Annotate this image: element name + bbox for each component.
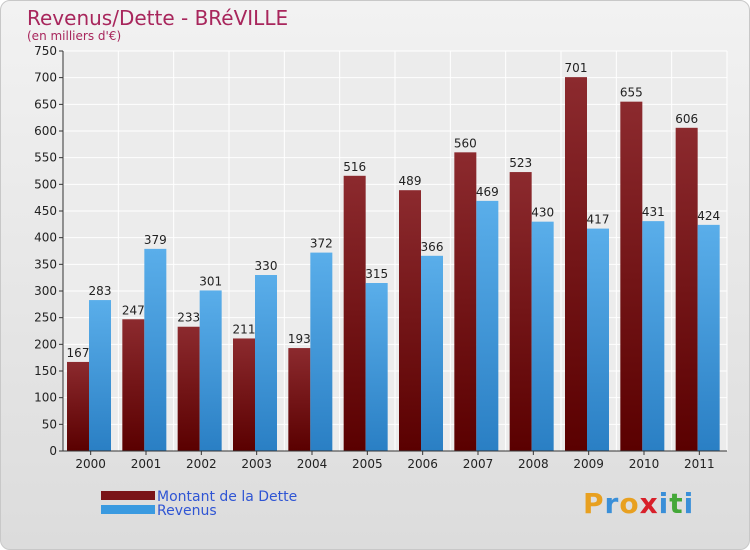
chart-subtitle: (en milliers d'€) — [27, 29, 122, 43]
revenus-bar — [144, 248, 167, 451]
revenus-bar — [421, 255, 443, 451]
revenus-bar — [587, 228, 609, 451]
revenus-bar-value-label: 330 — [255, 259, 278, 273]
x-tick-label: 2007 — [463, 457, 494, 471]
revenus-bar — [642, 221, 665, 451]
x-tick-label: 2003 — [241, 457, 272, 471]
x-tick-label: 2009 — [573, 457, 604, 471]
y-tick-label: 750 — [34, 44, 57, 58]
y-tick-label: 400 — [34, 231, 57, 245]
x-tick-label: 2002 — [186, 457, 217, 471]
revenus-bar-value-label: 301 — [199, 274, 222, 288]
legend-label-dette: Montant de la Dette — [157, 489, 297, 505]
dette-bar-value-label: 560 — [454, 136, 477, 150]
x-tick-label: 2005 — [352, 457, 383, 471]
y-tick-label: 450 — [34, 204, 57, 218]
revenus-bar — [255, 275, 277, 451]
logo-letter: P — [583, 487, 605, 520]
dette-bar-value-label: 701 — [565, 61, 588, 75]
dette-bar — [343, 175, 366, 452]
dette-bar-value-label: 489 — [399, 174, 422, 188]
y-tick-label: 150 — [34, 364, 57, 378]
dette-bar — [288, 348, 311, 451]
x-tick-label: 2008 — [518, 457, 549, 471]
logo-letter: i — [683, 487, 695, 520]
revenus-bar — [199, 290, 222, 451]
y-tick-label: 550 — [34, 151, 57, 165]
dette-bar-value-label: 167 — [67, 346, 90, 360]
x-tick-label: 2006 — [407, 457, 438, 471]
dette-bar-value-label: 193 — [288, 332, 311, 346]
y-tick-label: 50 — [42, 417, 57, 431]
dette-bar — [565, 77, 587, 451]
y-tick-label: 100 — [34, 391, 57, 405]
x-tick-label: 2011 — [684, 457, 715, 471]
y-tick-label: 600 — [34, 124, 57, 138]
dette-bar — [509, 172, 532, 452]
chart-title: Revenus/Dette - BRéVILLE — [27, 6, 289, 30]
x-tick-label: 2001 — [131, 457, 162, 471]
revenus-bar-value-label: 430 — [531, 206, 554, 220]
logo-letter: o — [619, 487, 640, 520]
dette-bar-value-label: 233 — [177, 311, 200, 325]
logo-letter: t — [669, 487, 684, 520]
y-tick-label: 200 — [34, 337, 57, 351]
revenus-bar-value-label: 315 — [365, 267, 388, 281]
logo-letter: i — [658, 487, 670, 520]
revenus-bar — [365, 283, 388, 451]
revenus-bar — [697, 224, 720, 451]
revenus-bar-value-label: 424 — [697, 209, 720, 223]
dette-bar — [122, 319, 145, 451]
dette-bar-value-label: 655 — [620, 86, 643, 100]
dette-bar-value-label: 523 — [509, 156, 532, 170]
dette-bar — [67, 361, 89, 451]
dette-bar-value-label: 606 — [675, 112, 698, 126]
dette-bar-value-label: 516 — [343, 160, 366, 174]
dette-bar — [454, 152, 477, 452]
y-tick-label: 650 — [34, 97, 57, 111]
dette-bar — [399, 190, 421, 451]
x-tick-label: 2000 — [75, 457, 106, 471]
y-tick-label: 700 — [34, 71, 57, 85]
legend-label-revenus: Revenus — [157, 503, 217, 519]
revenus-bar-value-label: 469 — [476, 185, 499, 199]
y-tick-label: 300 — [34, 284, 57, 298]
revenus-bar — [310, 252, 333, 451]
x-tick-label: 2010 — [629, 457, 660, 471]
legend-swatch-revenus — [101, 505, 155, 514]
revenus-bar-value-label: 283 — [89, 284, 112, 298]
dette-bar — [177, 326, 200, 451]
dette-bar-value-label: 247 — [122, 303, 145, 317]
revenus-bar — [531, 221, 554, 451]
dette-bar — [620, 101, 643, 452]
revenus-bar — [89, 300, 111, 451]
logo-letter: x — [639, 487, 659, 520]
revenus-bar-value-label: 366 — [421, 240, 444, 254]
revenus-bar — [476, 200, 499, 451]
dette-bar-value-label: 211 — [233, 322, 256, 336]
dette-bar — [233, 338, 255, 451]
revenus-bar-value-label: 379 — [144, 233, 167, 247]
proxiti-logo: Proxiti — [583, 487, 694, 520]
x-tick-label: 2004 — [297, 457, 328, 471]
y-tick-label: 500 — [34, 177, 57, 191]
revenus-bar-value-label: 431 — [642, 205, 665, 219]
y-tick-label: 0 — [49, 444, 57, 458]
revenus-bar-value-label: 417 — [587, 213, 610, 227]
y-tick-label: 350 — [34, 257, 57, 271]
legend-swatch-dette — [101, 491, 155, 500]
y-tick-label: 250 — [34, 311, 57, 325]
logo-letter: r — [604, 487, 620, 520]
revenus-bar-value-label: 372 — [310, 237, 333, 251]
dette-bar — [675, 127, 698, 452]
